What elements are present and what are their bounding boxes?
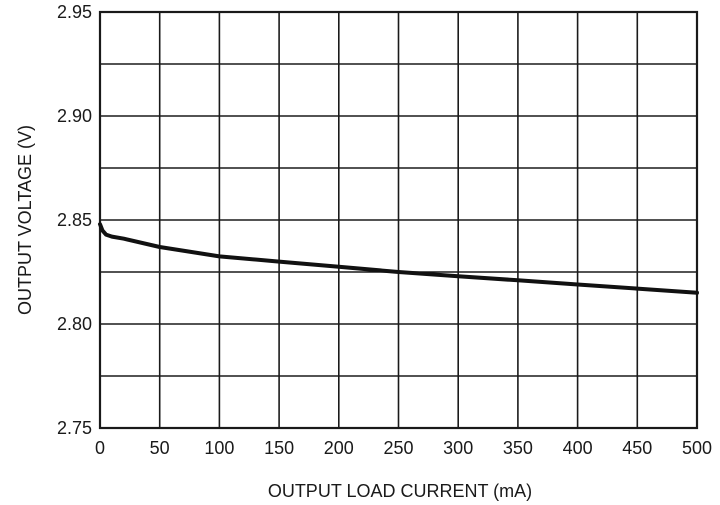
x-tick-label: 0 (95, 438, 105, 458)
y-tick-label: 2.90 (57, 106, 92, 126)
y-axis-title: OUTPUT VOLTAGE (V) (15, 125, 35, 315)
x-tick-labels: 0 50 100 150 200 250 300 350 400 450 500 (95, 438, 712, 458)
y-tick-label: 2.75 (57, 418, 92, 438)
x-tick-label: 250 (383, 438, 413, 458)
x-tick-label: 200 (324, 438, 354, 458)
y-tick-label: 2.95 (57, 2, 92, 22)
plot-area-frame (98, 10, 699, 430)
x-tick-label: 150 (264, 438, 294, 458)
y-tick-label: 2.80 (57, 314, 92, 334)
x-tick-label: 300 (443, 438, 473, 458)
x-tick-label: 500 (682, 438, 712, 458)
x-tick-label: 450 (622, 438, 652, 458)
series-line (98, 222, 699, 295)
x-tick-label: 400 (563, 438, 593, 458)
x-tick-label: 50 (150, 438, 170, 458)
x-tick-label: 350 (503, 438, 533, 458)
horizontal-gridlines (100, 63, 697, 377)
y-tick-labels: 2.75 2.80 2.85 2.90 2.95 (57, 2, 92, 438)
series-layer (98, 222, 699, 295)
x-tick-label: 100 (204, 438, 234, 458)
x-axis-title: OUTPUT LOAD CURRENT (mA) (268, 481, 532, 501)
y-tick-label: 2.85 (57, 210, 92, 230)
